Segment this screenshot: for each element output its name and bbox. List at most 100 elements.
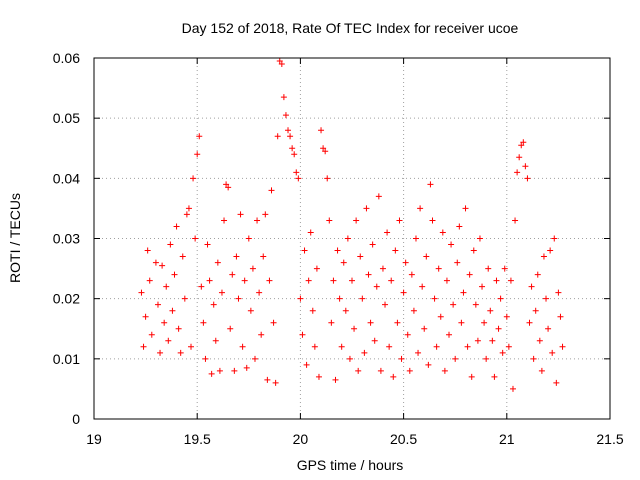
data-point bbox=[328, 319, 335, 326]
data-point bbox=[351, 325, 358, 332]
data-point bbox=[171, 271, 178, 278]
data-point bbox=[340, 259, 347, 266]
data-point bbox=[202, 355, 209, 362]
data-point bbox=[382, 301, 389, 308]
data-point bbox=[355, 367, 362, 374]
data-point bbox=[293, 169, 300, 176]
chart-title: Day 152 of 2018, Rate Of TEC Index for r… bbox=[182, 20, 519, 36]
data-point bbox=[363, 205, 370, 212]
data-point bbox=[280, 94, 287, 101]
data-point bbox=[476, 235, 483, 242]
data-point bbox=[196, 133, 203, 140]
data-point bbox=[223, 181, 230, 188]
data-point bbox=[326, 217, 333, 224]
y-tick-label: 0.01 bbox=[53, 351, 80, 367]
x-axis-label: GPS time / hours bbox=[297, 457, 404, 473]
data-point bbox=[429, 217, 436, 224]
data-point bbox=[303, 361, 310, 368]
data-point bbox=[301, 247, 308, 254]
data-point bbox=[553, 379, 560, 386]
data-point bbox=[505, 343, 512, 350]
data-point bbox=[485, 265, 492, 272]
data-point bbox=[371, 337, 378, 344]
data-point bbox=[299, 331, 306, 338]
data-point bbox=[439, 229, 446, 236]
data-point bbox=[408, 271, 415, 278]
data-point bbox=[559, 343, 566, 350]
data-point bbox=[214, 259, 221, 266]
data-point bbox=[456, 223, 463, 230]
data-point bbox=[464, 343, 471, 350]
data-point bbox=[365, 271, 372, 278]
data-point bbox=[402, 259, 409, 266]
data-point bbox=[437, 313, 444, 320]
data-point bbox=[278, 61, 285, 68]
data-point bbox=[349, 277, 355, 284]
data-point bbox=[272, 379, 279, 386]
data-point bbox=[315, 373, 322, 380]
data-point bbox=[392, 247, 399, 254]
data-point bbox=[216, 367, 223, 374]
data-point bbox=[441, 367, 448, 374]
data-point bbox=[547, 247, 554, 254]
data-point bbox=[452, 355, 459, 362]
data-point bbox=[346, 355, 353, 362]
data-point bbox=[481, 319, 488, 326]
data-point bbox=[243, 364, 250, 371]
data-point bbox=[192, 235, 199, 242]
data-point bbox=[287, 133, 294, 140]
data-point bbox=[549, 349, 556, 356]
data-point bbox=[545, 325, 552, 332]
data-point bbox=[260, 253, 267, 260]
data-point bbox=[474, 337, 481, 344]
data-point bbox=[419, 283, 426, 290]
data-point bbox=[276, 58, 283, 65]
data-point bbox=[227, 325, 234, 332]
data-point bbox=[229, 271, 236, 278]
data-point bbox=[483, 355, 490, 362]
data-point bbox=[320, 145, 327, 152]
data-point bbox=[501, 265, 508, 272]
data-point bbox=[138, 289, 145, 296]
data-point bbox=[514, 169, 521, 176]
data-point bbox=[185, 205, 192, 212]
data-point bbox=[516, 154, 523, 161]
data-point bbox=[532, 307, 539, 314]
data-point bbox=[412, 235, 419, 242]
data-point bbox=[285, 127, 292, 134]
data-point bbox=[400, 289, 407, 296]
data-point bbox=[152, 259, 159, 266]
data-point bbox=[518, 142, 525, 149]
data-point bbox=[210, 301, 217, 308]
data-point bbox=[377, 367, 384, 374]
x-tick-labels: 19 19.5 20 20.5 21 21.5 bbox=[86, 431, 624, 447]
data-point bbox=[254, 217, 261, 224]
data-point bbox=[148, 331, 155, 338]
data-point bbox=[188, 343, 195, 350]
data-point bbox=[520, 139, 527, 146]
data-point bbox=[270, 319, 277, 326]
y-tick-label: 0.04 bbox=[53, 170, 80, 186]
x-tick-label: 19 bbox=[86, 431, 102, 447]
data-point bbox=[373, 283, 380, 290]
data-point bbox=[309, 307, 316, 314]
data-point bbox=[524, 175, 531, 182]
data-point bbox=[375, 193, 382, 200]
data-point bbox=[251, 355, 258, 362]
data-point bbox=[462, 205, 469, 212]
data-point bbox=[390, 373, 397, 380]
data-point bbox=[206, 277, 213, 284]
data-point bbox=[522, 163, 529, 170]
data-point bbox=[367, 319, 374, 326]
y-tick-label: 0.02 bbox=[53, 291, 80, 307]
data-point bbox=[503, 313, 510, 320]
data-point bbox=[417, 205, 424, 212]
data-point bbox=[144, 247, 151, 254]
data-point bbox=[175, 325, 182, 332]
data-point bbox=[336, 295, 343, 302]
data-point bbox=[543, 295, 550, 302]
data-point bbox=[534, 271, 541, 278]
plot-frame bbox=[93, 57, 611, 420]
data-point bbox=[264, 376, 271, 383]
data-point bbox=[379, 265, 386, 272]
